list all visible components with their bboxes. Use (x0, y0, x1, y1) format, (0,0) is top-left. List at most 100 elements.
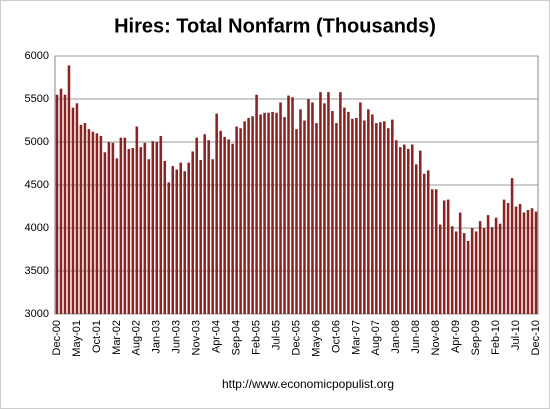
bar (147, 159, 151, 314)
x-tick-label: Sep-09 (470, 320, 482, 355)
x-tick-label: Aug-02 (131, 320, 143, 355)
bar (79, 124, 83, 314)
bar (399, 147, 402, 314)
bar (271, 111, 274, 315)
bar (375, 123, 378, 314)
bar (63, 94, 67, 314)
bar (367, 109, 370, 314)
x-tick-label: Jan-08 (390, 320, 402, 354)
bar (251, 116, 254, 314)
bar (119, 137, 123, 314)
x-tick-label: May-06 (310, 320, 322, 357)
bar (135, 126, 139, 315)
x-tick-label: Nov-08 (430, 320, 442, 355)
bar (287, 95, 290, 314)
bar (155, 142, 159, 314)
bar (474, 231, 478, 314)
bar (442, 200, 446, 314)
bar (498, 223, 502, 314)
bar (247, 117, 250, 314)
bar (163, 160, 167, 314)
bar (506, 203, 510, 314)
bar (402, 144, 406, 314)
bar (283, 117, 286, 314)
bar (522, 212, 526, 314)
bar (494, 217, 498, 314)
bar (183, 171, 187, 314)
y-tick-label: 4000 (25, 222, 49, 234)
bar (482, 228, 486, 314)
bar (91, 131, 95, 314)
x-tick-label: Dec-00 (51, 320, 63, 355)
bar (275, 112, 278, 314)
bar (87, 129, 91, 314)
bar (438, 224, 442, 314)
x-tick-label: Feb-10 (490, 320, 502, 355)
bar (486, 215, 490, 314)
bar (510, 178, 514, 314)
source: http://www.economicpopulist.org (222, 377, 394, 391)
y-tick-label: 6000 (25, 50, 49, 62)
bar (371, 114, 374, 314)
bar (359, 102, 362, 314)
bar (211, 159, 214, 314)
bar (502, 199, 506, 314)
bar (99, 135, 103, 314)
bar (303, 120, 306, 314)
bar (327, 92, 330, 315)
bar (422, 173, 426, 314)
bar (215, 113, 218, 315)
bar (127, 148, 131, 314)
y-tick-label: 3500 (25, 265, 49, 277)
bar (227, 139, 230, 314)
bar (351, 118, 354, 314)
bar (235, 126, 238, 315)
bar (195, 137, 198, 314)
bar (530, 208, 534, 314)
bar (307, 99, 310, 314)
bar (71, 107, 75, 314)
bar (255, 94, 258, 314)
y-tick-label: 5000 (25, 136, 49, 148)
bar (347, 111, 350, 315)
bar (478, 221, 482, 314)
x-tick-label: Dec-05 (290, 320, 302, 355)
bar (311, 102, 314, 314)
bar (171, 166, 175, 314)
x-tick-label: Sep-04 (231, 320, 243, 355)
bar (355, 117, 358, 314)
bar (223, 136, 226, 314)
bar (446, 199, 450, 314)
bar (414, 164, 418, 314)
y-tick-label: 5500 (25, 93, 49, 105)
x-tick-label: May-01 (71, 320, 83, 357)
bar (219, 130, 222, 314)
bar (159, 135, 163, 314)
bar (179, 162, 183, 314)
bar (139, 147, 143, 314)
bar (462, 233, 466, 314)
bar (199, 160, 202, 314)
bar (115, 158, 119, 314)
x-tick-label: Jun-03 (171, 320, 183, 354)
bar (279, 102, 282, 314)
bar (123, 137, 127, 314)
bar (299, 109, 302, 314)
bar (534, 211, 538, 314)
bar (323, 103, 326, 314)
bar (175, 169, 179, 314)
bar (391, 119, 394, 314)
x-tick-label: Oct-06 (330, 320, 342, 353)
bar (514, 206, 518, 314)
bar (207, 140, 210, 314)
bar (466, 240, 470, 314)
bar (406, 148, 410, 314)
bar (315, 123, 318, 314)
bar (490, 227, 494, 314)
x-tick-label: Mar-02 (111, 320, 123, 355)
bar (187, 162, 191, 314)
bar (111, 142, 115, 314)
bar (203, 134, 206, 314)
bar (395, 140, 398, 314)
